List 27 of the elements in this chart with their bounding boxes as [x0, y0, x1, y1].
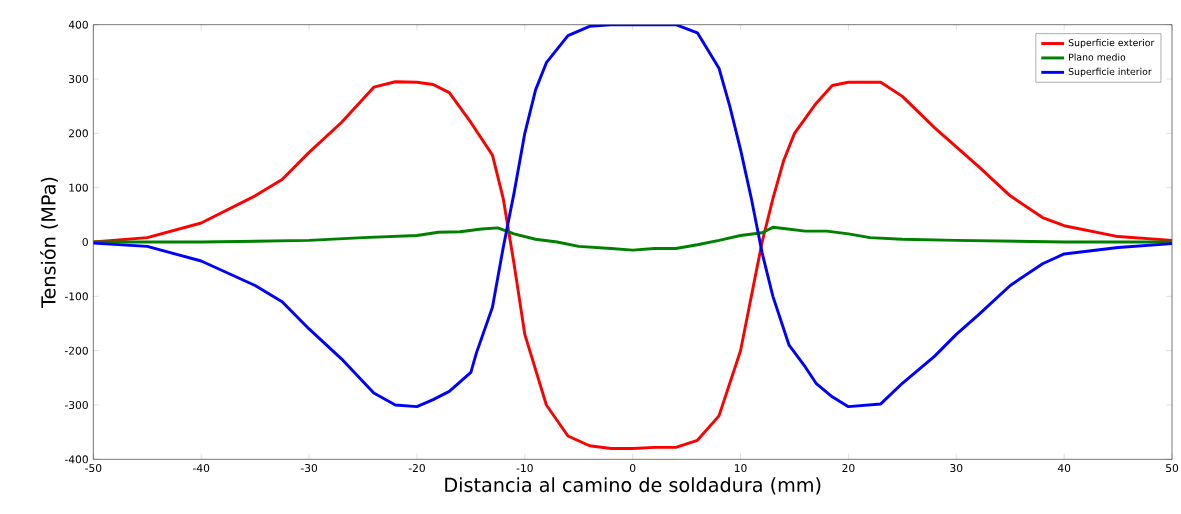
x-tick-label: -30 [300, 464, 318, 473]
y-tick-label: 0 [82, 237, 88, 247]
legend-label: Plano medio [1069, 53, 1126, 61]
y-tick-label: -100 [64, 292, 88, 301]
y-tick-label: 200 [69, 129, 88, 138]
line-series [93, 225, 1173, 252]
y-tick-label: 300 [69, 74, 88, 84]
x-tick-label: 0 [630, 464, 636, 473]
y-tick-label: 100 [69, 183, 88, 192]
x-tick-label: 10 [734, 464, 747, 473]
x-tick-label: 40 [1057, 464, 1071, 473]
x-tick-label: 30 [950, 464, 963, 473]
y-axis-title: Tensión (MPa) [40, 177, 58, 308]
legend-label: Superficie interior [1068, 67, 1152, 77]
x-tick-label: 20 [842, 464, 855, 473]
x-tick-label: 50 [1166, 464, 1179, 473]
legend-label: Superficie exterior [1068, 38, 1155, 49]
x-tick-label: -10 [516, 464, 533, 473]
x-axis-title: Distancia al camino de soldadura (mm) [445, 477, 821, 495]
line-series [93, 80, 1173, 450]
x-tick-label: -40 [193, 464, 210, 473]
x-tick-label: -50 [85, 464, 102, 473]
x-tick-label: -20 [408, 464, 425, 473]
y-tick-label: -200 [64, 346, 88, 355]
y-tick-label: 400 [68, 20, 88, 29]
y-tick-label: -300 [64, 400, 88, 410]
y-tick-label: -400 [64, 455, 88, 464]
